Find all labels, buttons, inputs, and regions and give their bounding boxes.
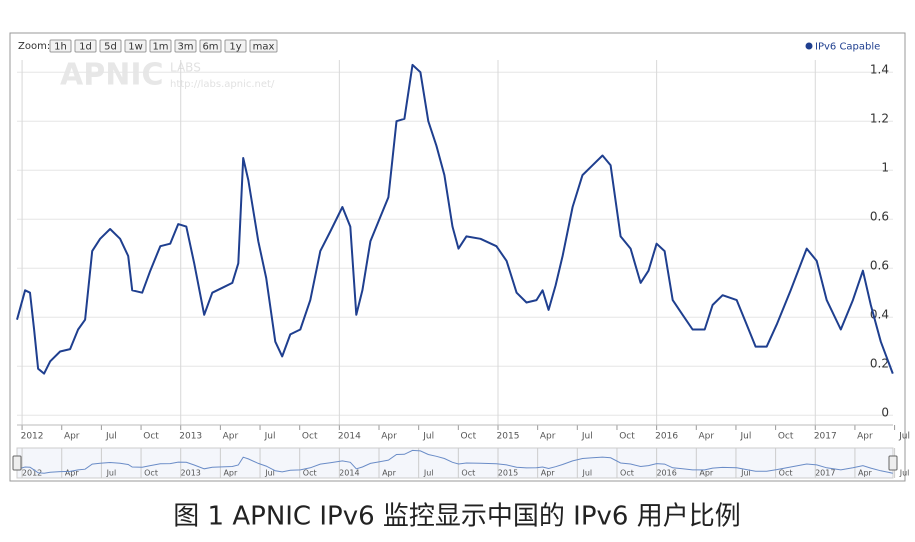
x-tick-label: Jul	[105, 432, 117, 442]
x-tick-label: 2017	[814, 432, 837, 442]
navigator-handle[interactable]	[888, 455, 898, 471]
navigator-tick-label: 2014	[339, 469, 359, 478]
navigator-tick-label: Jul	[740, 469, 751, 478]
zoom-button-label[interactable]: 6m	[202, 42, 218, 53]
x-tick-label: Apr	[698, 432, 714, 442]
watermark-brand: APNIC	[60, 58, 164, 93]
navigator-tick-label: Jul	[899, 469, 910, 478]
navigator-tick-label: Jul	[264, 469, 275, 478]
y-tick-label: 1	[881, 161, 889, 175]
watermark-url: http://labs.apnic.net/	[170, 79, 275, 90]
x-tick-label: 2016	[655, 432, 678, 442]
navigator-tick-label: Apr	[699, 469, 714, 478]
zoom-button-label[interactable]: 3m	[177, 42, 193, 53]
navigator-tick-label: 2012	[22, 469, 42, 478]
y-tick-label: 0.2	[870, 357, 889, 371]
x-tick-label: Apr	[857, 432, 873, 442]
watermark-sub: LABS	[170, 61, 201, 75]
y-tick-label: 0.6	[870, 210, 889, 224]
navigator-tick-label: Apr	[541, 469, 556, 478]
navigator-tick-label: Apr	[65, 469, 80, 478]
x-tick-label: Jul	[264, 432, 276, 442]
navigator-tick-label: 2015	[498, 469, 518, 478]
x-tick-label: Oct	[778, 432, 794, 442]
navigator-handle[interactable]	[12, 455, 22, 471]
navigator-tick-label: 2017	[815, 469, 835, 478]
x-tick-label: Oct	[143, 432, 159, 442]
x-tick-label: Jul	[581, 432, 593, 442]
x-tick-label: Apr	[223, 432, 239, 442]
zoom-button-label[interactable]: 1h	[54, 42, 67, 53]
line-series	[16, 63, 894, 375]
zoom-button[interactable]	[99, 39, 122, 53]
watermark: APNIC LABS http://labs.apnic.net/	[60, 58, 275, 93]
x-tick-label: Jul	[898, 432, 910, 442]
navigator-tick-label: 2016	[656, 469, 676, 478]
navigator-tick-label: Apr	[858, 469, 873, 478]
y-tick-label: 0	[881, 406, 889, 420]
navigator-tick-label: Oct	[144, 469, 158, 478]
legend-marker	[805, 42, 813, 50]
x-tick-label: 2015	[497, 432, 520, 442]
navigator-tick-label: Jul	[581, 469, 592, 478]
y-tick-label: 1.4	[870, 63, 889, 77]
navigator-tick-label: Oct	[779, 469, 793, 478]
zoom-button-label[interactable]: max	[253, 42, 275, 53]
zoom-button[interactable]	[249, 39, 278, 53]
zoom-button[interactable]	[74, 39, 97, 53]
zoom-button[interactable]	[124, 39, 147, 53]
x-tick-label: Apr	[381, 432, 397, 442]
zoom-button-label[interactable]: 5d	[104, 42, 117, 53]
navigator-tick-label: Jul	[423, 469, 434, 478]
zoom-button[interactable]	[149, 39, 172, 53]
x-tick-label: 2012	[21, 432, 44, 442]
zoom-label: Zoom:	[18, 41, 50, 52]
zoom-button-label[interactable]: 1y	[229, 42, 241, 53]
zoom-button[interactable]	[224, 39, 247, 53]
zoom-button-label[interactable]: 1d	[79, 42, 92, 53]
x-tick-label: 2013	[179, 432, 202, 442]
x-tick-label: 2014	[338, 432, 361, 442]
zoom-button-label[interactable]: 1w	[128, 42, 143, 53]
navigator-tick-label: Apr	[223, 469, 238, 478]
y-tick-label: 0.6	[870, 259, 889, 273]
navigator-tick-label: Oct	[620, 469, 634, 478]
chart-frame	[9, 32, 906, 482]
x-tick-label: Jul	[422, 432, 434, 442]
zoom-button[interactable]	[174, 39, 197, 53]
zoom-button[interactable]	[199, 39, 222, 53]
x-tick-label: Apr	[64, 432, 80, 442]
zoom-button-label[interactable]: 1m	[152, 42, 168, 53]
navigator-tick-label: Jul	[106, 469, 117, 478]
navigator-tick-label: 2013	[181, 469, 201, 478]
x-tick-label: Apr	[540, 432, 556, 442]
x-tick-label: Jul	[740, 432, 752, 442]
x-tick-label: Oct	[302, 432, 318, 442]
zoom-button[interactable]	[49, 39, 72, 53]
legend-label[interactable]: IPv6 Capable	[815, 42, 880, 53]
navigator-tick-label: Oct	[461, 469, 475, 478]
navigator-tick-label: Oct	[303, 469, 317, 478]
x-tick-label: Oct	[461, 432, 477, 442]
caption: 图 1 APNIC IPv6 监控显示中国的 IPv6 用户比例	[173, 502, 740, 532]
navigator-series	[16, 449, 893, 474]
y-tick-label: 1.2	[870, 112, 889, 126]
navigator-tick-label: Apr	[382, 469, 397, 478]
x-tick-label: Oct	[619, 432, 635, 442]
